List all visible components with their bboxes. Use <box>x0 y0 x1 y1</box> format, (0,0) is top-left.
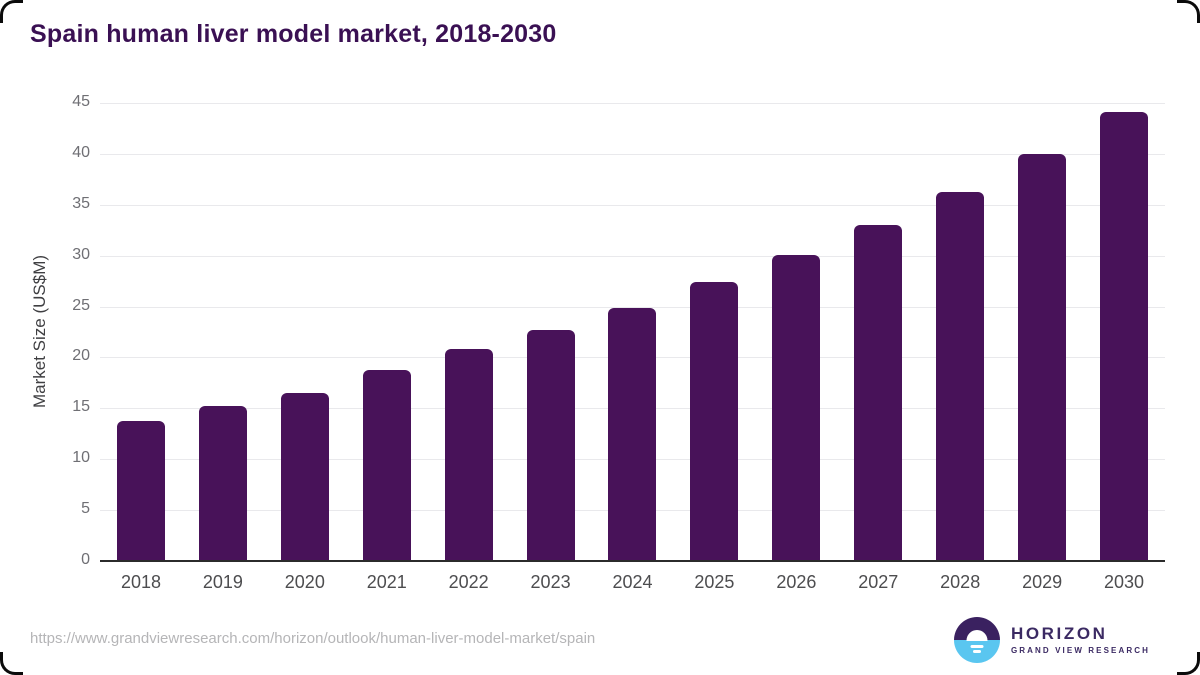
bar-cell <box>100 102 182 560</box>
bar-2021 <box>362 369 411 560</box>
gridline-35 <box>100 204 1165 206</box>
x-tick-label-2020: 2020 <box>284 572 325 592</box>
x-axis-ticks: 2018 2019 2020 2021 2022 2023 2024 2025 2026 2027… <box>100 572 1165 593</box>
horizon-logo: HORIZON GRAND VIEW RESEARCH <box>953 617 1150 663</box>
bar-cell <box>919 102 1001 560</box>
horizon-reflection-line <box>970 645 984 648</box>
x-tick-label-2028: 2028 <box>940 572 981 592</box>
bar-2023 <box>526 329 575 560</box>
y-tick-label-25: 25 <box>72 296 90 314</box>
bar-2022 <box>444 349 493 560</box>
bar-cell <box>755 102 837 560</box>
gridline-45 <box>100 103 1165 104</box>
bar-2026 <box>772 254 821 560</box>
frame-corner-bottom-left <box>0 652 23 675</box>
x-tick-label-2022: 2022 <box>448 572 489 592</box>
y-tick-label-5: 5 <box>81 500 90 518</box>
source-url: https://www.grandviewresearch.com/horizo… <box>30 630 596 647</box>
y-tick-label-40: 40 <box>72 143 90 161</box>
gridline-40 <box>100 153 1165 155</box>
bar-2029 <box>1018 153 1067 560</box>
y-tick-label-20: 20 <box>72 347 90 365</box>
bar-cell <box>1001 102 1083 560</box>
y-tick-label-35: 35 <box>72 194 90 212</box>
bar-2019 <box>198 406 247 560</box>
x-tick-label-2018: 2018 <box>120 572 161 592</box>
frame-corner-top-right <box>1177 0 1200 23</box>
bar-2024 <box>608 307 657 560</box>
bar-2018 <box>116 420 165 560</box>
x-tick-label-2019: 2019 <box>202 572 243 592</box>
bar-2028 <box>936 191 985 560</box>
y-tick-label-15: 15 <box>72 398 90 416</box>
logo-subtitle: GRAND VIEW RESEARCH <box>1010 646 1150 656</box>
y-tick-label-45: 45 <box>72 93 90 110</box>
y-axis-ticks: 0 5 10 15 20 25 30 35 40 45 <box>52 93 90 568</box>
x-tick-label-2024: 2024 <box>612 572 653 592</box>
y-tick-label-0: 0 <box>81 551 90 568</box>
bar-series <box>100 102 1165 560</box>
bar-cell <box>1083 102 1165 560</box>
horizon-logo-icon <box>953 617 1000 663</box>
x-tick-label-2027: 2027 <box>858 572 899 592</box>
bar-cell <box>264 102 346 560</box>
plot-area <box>100 102 1165 562</box>
bar-2020 <box>280 393 329 560</box>
bar-cell <box>673 102 755 560</box>
y-tick-label-30: 30 <box>72 245 90 263</box>
bar-2030 <box>1100 112 1149 560</box>
bar-cell <box>837 102 919 560</box>
bar-cell <box>592 102 674 560</box>
horizon-reflection-line <box>972 650 981 653</box>
x-tick-label-2021: 2021 <box>366 572 407 592</box>
y-tick-label-10: 10 <box>72 449 90 467</box>
gridline-30 <box>100 255 1165 257</box>
x-tick-label-2029: 2029 <box>1022 572 1063 592</box>
y-axis-title: Market Size (US$M) <box>30 254 49 408</box>
frame-corner-top-left <box>0 0 23 23</box>
x-tick-label-2026: 2026 <box>776 572 817 592</box>
x-tick-label-2025: 2025 <box>694 572 735 592</box>
bar-cell <box>182 102 264 560</box>
logo-name: HORIZON <box>1010 623 1108 643</box>
sun-icon <box>966 630 988 641</box>
x-tick-label-2023: 2023 <box>530 572 571 592</box>
bar-cell <box>510 102 592 560</box>
chart-title: Spain human liver model market, 2018-203… <box>30 20 557 48</box>
bar-cell <box>346 102 428 560</box>
horizon-logo-text: HORIZON GRAND VIEW RESEARCH <box>1010 623 1150 656</box>
bar-2027 <box>854 225 903 560</box>
bar-cell <box>428 102 510 560</box>
bar-2025 <box>690 282 739 560</box>
gridline-25 <box>100 306 1165 308</box>
x-tick-label-2030: 2030 <box>1104 572 1145 592</box>
frame-corner-bottom-right <box>1177 652 1200 675</box>
